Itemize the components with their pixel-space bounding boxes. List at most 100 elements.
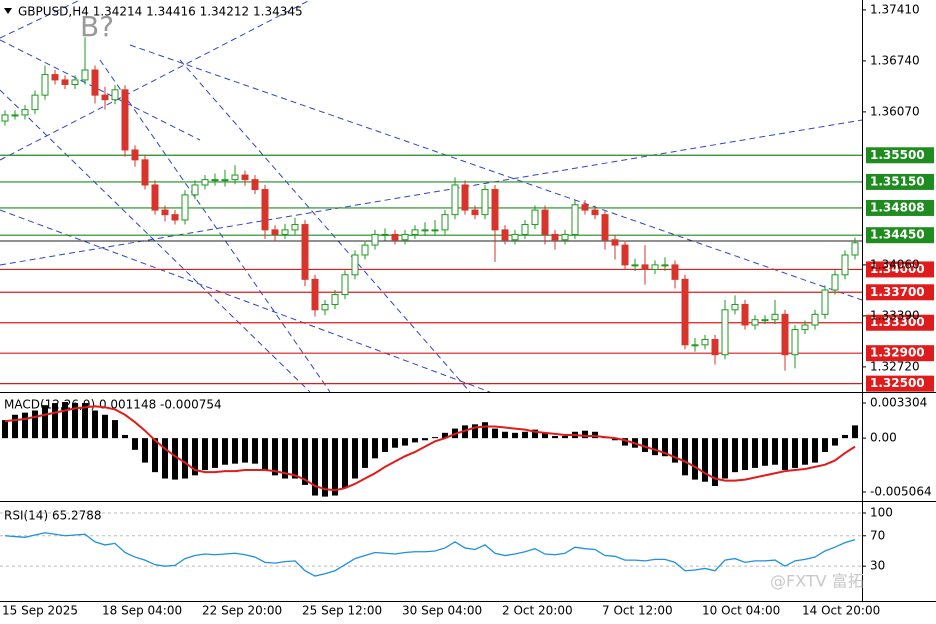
- trendline: [0, 89, 311, 393]
- macd-bar: [792, 438, 798, 468]
- menu-arrow[interactable]: [4, 8, 12, 14]
- candle-body: [821, 289, 829, 315]
- level-label: 1.32500: [870, 376, 925, 390]
- macd-bar: [152, 438, 158, 473]
- trendline: [0, 209, 491, 393]
- candle-body: [351, 254, 359, 276]
- macd-bar: [302, 438, 308, 485]
- candle-body: [511, 233, 519, 241]
- macd-bar: [372, 438, 378, 459]
- candle-body: [291, 224, 299, 231]
- trendline: [99, 59, 331, 393]
- macd-bar: [162, 438, 168, 479]
- level-label-box: [866, 375, 934, 392]
- macd-bar: [252, 438, 258, 464]
- macd-bar: [102, 414, 108, 439]
- macd-bar: [32, 410, 38, 439]
- candle-body: [601, 214, 609, 241]
- macd-bar: [282, 438, 288, 479]
- macd-bar: [132, 438, 138, 450]
- macd-bar: [242, 438, 248, 463]
- macd-bar: [62, 402, 68, 439]
- macd-bar: [342, 438, 348, 489]
- x-tick-label: 25 Sep 12:00: [302, 604, 382, 618]
- candle-body: [841, 254, 849, 276]
- trendline: [0, 0, 311, 161]
- candle-body: [771, 313, 779, 321]
- candle-body: [231, 174, 239, 181]
- y-tick-label: 30: [870, 559, 885, 573]
- candle-body: [851, 242, 859, 256]
- candle-body: [371, 233, 379, 246]
- level-label: 1.35150: [870, 174, 925, 188]
- candle-body: [421, 229, 429, 232]
- macd-bar: [362, 438, 368, 468]
- macd-bar: [22, 412, 28, 439]
- level-label-box: [866, 345, 934, 362]
- macd-bar: [72, 403, 78, 439]
- level-label: 1.32900: [870, 346, 925, 360]
- candle-body: [791, 329, 799, 356]
- candle-body: [151, 184, 159, 211]
- macd-bar: [432, 437, 438, 439]
- macd-bar: [852, 425, 858, 439]
- level-label: 1.34808: [870, 200, 925, 214]
- candle-body: [761, 319, 769, 322]
- macd-bar: [802, 438, 808, 465]
- macd-bar: [502, 431, 508, 439]
- x-tick-label: 18 Sep 04:00: [102, 604, 182, 618]
- macd-bar: [842, 434, 848, 439]
- candle-body: [41, 74, 49, 96]
- macd-bar: [222, 438, 228, 465]
- candle-body: [581, 204, 589, 211]
- candle-body: [721, 309, 729, 356]
- candle-body: [31, 94, 39, 111]
- candle-body: [701, 338, 709, 346]
- watermark: @FXTV 富拓: [770, 572, 864, 591]
- candle-body: [621, 244, 629, 266]
- candle-body: [271, 229, 279, 235]
- y-tick-label: 0.00: [870, 431, 897, 445]
- macd-bar: [52, 403, 58, 439]
- x-tick-label: 22 Sep 20:00: [202, 604, 282, 618]
- trendline: [0, 0, 81, 39]
- rsi-line: [4, 532, 856, 577]
- level-label: 1.34450: [870, 228, 925, 242]
- macd-bar: [522, 431, 528, 439]
- macd-bar: [712, 438, 718, 486]
- macd-bar: [582, 430, 588, 439]
- candle-body: [81, 69, 89, 81]
- signal-line: [4, 405, 856, 492]
- macd-bar: [702, 438, 708, 482]
- candle-body: [651, 264, 659, 270]
- macd-bar: [412, 438, 418, 443]
- level-label-box: [866, 227, 934, 244]
- y-tick-label: 1.34060: [870, 257, 920, 271]
- macd-bar: [832, 438, 838, 446]
- candle-body: [261, 189, 269, 231]
- macd-bar: [2, 420, 8, 439]
- candle-body: [731, 303, 739, 311]
- candle-body: [531, 209, 539, 226]
- macd-bar: [82, 403, 88, 439]
- candle-body: [311, 278, 319, 311]
- candle-body: [521, 224, 529, 235]
- candle-body: [161, 209, 169, 216]
- macd-bar: [262, 438, 268, 471]
- macd-bar: [562, 436, 568, 439]
- macd-bar: [622, 438, 628, 446]
- candle-body: [121, 89, 129, 151]
- candle-body: [281, 229, 289, 235]
- rsi-title: RSI(14) 65.2788: [4, 509, 102, 523]
- candle-body: [811, 313, 819, 326]
- x-tick-label: 14 Oct 20:00: [802, 604, 880, 618]
- macd-bar: [542, 432, 548, 439]
- candle-body: [111, 89, 119, 101]
- macd-bar: [822, 438, 828, 452]
- macd-bar: [12, 414, 18, 439]
- level-label-box: [866, 147, 934, 164]
- macd-bar: [142, 438, 148, 463]
- y-tick-label: 1.36740: [870, 53, 920, 67]
- candle-body: [181, 194, 189, 221]
